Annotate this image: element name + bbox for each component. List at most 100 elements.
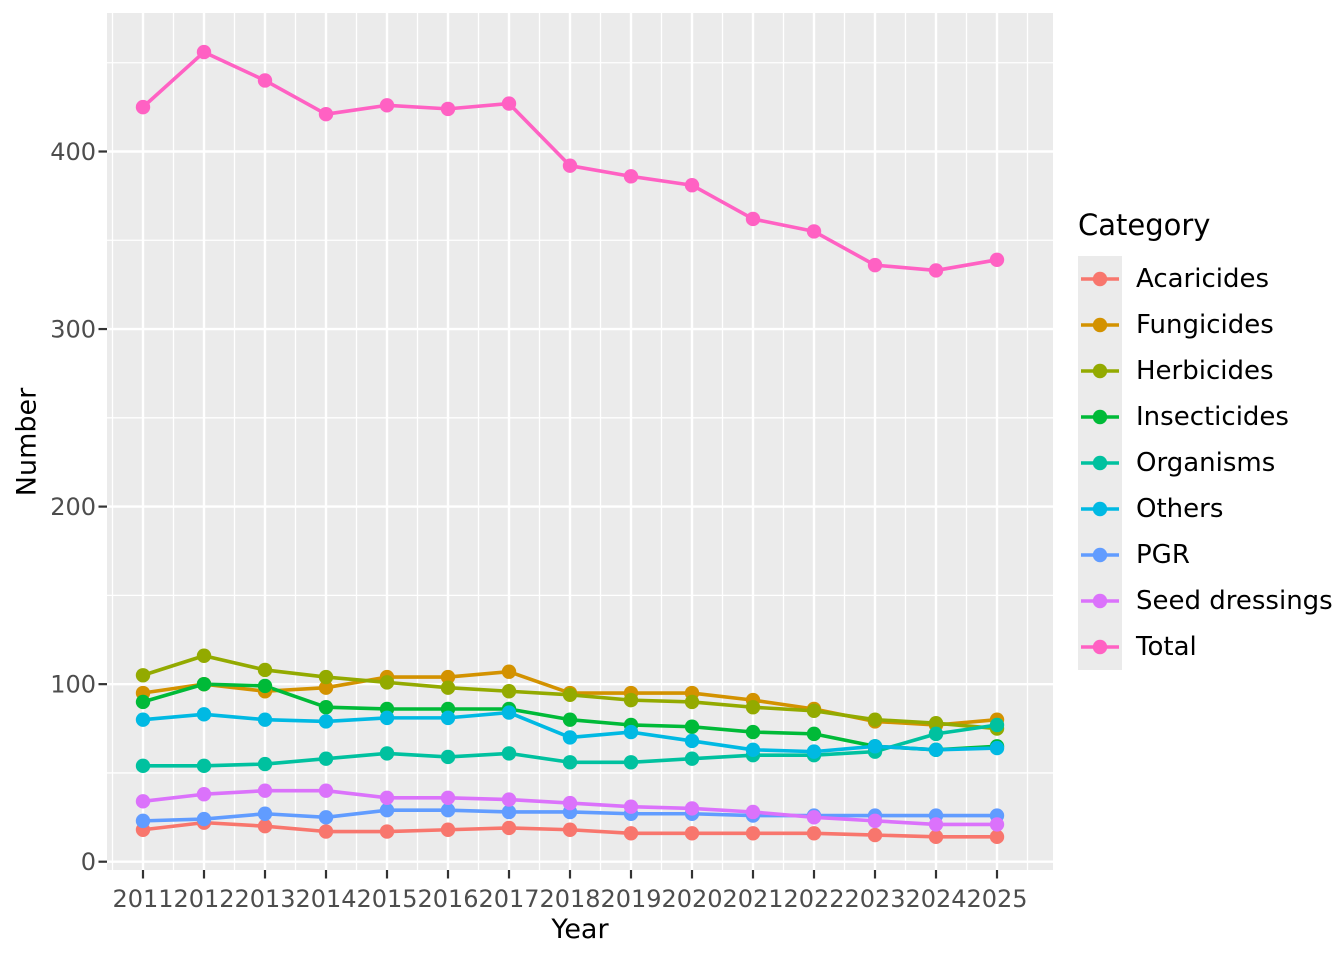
- legend-key-glyph: [1081, 639, 1119, 655]
- point-seed-dressings: [928, 817, 944, 832]
- x-tick-label: 2025: [966, 885, 1027, 913]
- legend-item-label: Herbicides: [1136, 356, 1274, 386]
- legend-key-icon: [1078, 486, 1122, 532]
- point-total: [684, 178, 700, 193]
- point-organisms: [379, 746, 395, 761]
- legend-item-organisms: Organisms: [1078, 440, 1333, 486]
- point-organisms: [989, 717, 1005, 733]
- legend-item-label: Organisms: [1136, 448, 1276, 478]
- point-others: [196, 707, 212, 722]
- point-herbicides: [440, 680, 456, 695]
- legend-item-label: Others: [1136, 494, 1224, 524]
- point-fungicides: [501, 664, 517, 679]
- y-tick-label: 300: [50, 316, 96, 344]
- point-seed-dressings: [440, 790, 456, 805]
- legend-key-glyph: [1081, 409, 1119, 425]
- point-total: [257, 73, 273, 88]
- point-pgr: [440, 803, 456, 818]
- y-tick-label: 100: [50, 671, 96, 699]
- point-herbicides: [684, 694, 700, 710]
- legend-key-icon: [1078, 624, 1122, 670]
- point-others: [257, 712, 273, 727]
- point-seed-dressings: [806, 810, 822, 825]
- point-acaricides: [562, 822, 578, 837]
- x-tick-label: 2020: [661, 885, 722, 913]
- legend-item-label: Total: [1136, 632, 1197, 662]
- y-tick-label: 200: [50, 493, 96, 521]
- point-total: [745, 211, 761, 227]
- point-organisms: [501, 746, 517, 761]
- x-axis-title: Year: [551, 914, 609, 945]
- x-tick-label: 2012: [173, 885, 234, 913]
- legend-key-icon: [1078, 532, 1122, 578]
- point-herbicides: [379, 675, 395, 690]
- x-tick-label: 2019: [600, 885, 661, 913]
- legend-key-icon: [1078, 440, 1122, 486]
- point-total: [989, 252, 1005, 268]
- point-seed-dressings: [684, 801, 700, 816]
- x-tick-label: 2013: [234, 885, 295, 913]
- point-organisms: [257, 756, 273, 772]
- point-others: [806, 744, 822, 759]
- point-acaricides: [989, 829, 1005, 845]
- point-insecticides: [318, 700, 334, 715]
- point-seed-dressings: [989, 817, 1005, 832]
- legend-items: Acaricides Fungicides Herbicides Insecticid…: [1078, 256, 1333, 670]
- x-tick-label: 2024: [905, 885, 966, 913]
- point-total: [928, 263, 944, 278]
- point-herbicides: [135, 668, 151, 683]
- point-organisms: [440, 749, 456, 765]
- point-acaricides: [867, 827, 883, 843]
- point-others: [379, 710, 395, 726]
- point-organisms: [928, 726, 944, 742]
- point-acaricides: [928, 829, 944, 845]
- legend-item-label: Fungicides: [1136, 310, 1274, 340]
- legend-key-glyph: [1081, 455, 1119, 471]
- point-herbicides: [745, 700, 761, 715]
- legend-item-insecticides: Insecticides: [1078, 394, 1333, 440]
- legend-key-icon: [1078, 256, 1122, 302]
- legend-item-total: Total: [1078, 624, 1333, 670]
- point-seed-dressings: [867, 813, 883, 829]
- legend-item-label: PGR: [1136, 540, 1190, 570]
- point-total: [562, 158, 578, 173]
- point-organisms: [684, 751, 700, 766]
- point-others: [989, 740, 1005, 756]
- point-herbicides: [257, 662, 273, 678]
- point-organisms: [623, 755, 639, 770]
- point-seed-dressings: [318, 783, 334, 798]
- point-seed-dressings: [196, 787, 212, 802]
- point-organisms: [135, 758, 151, 774]
- point-herbicides: [318, 669, 334, 685]
- x-tick-label: 2011: [112, 885, 173, 913]
- point-acaricides: [745, 826, 761, 841]
- point-seed-dressings: [501, 792, 517, 807]
- point-acaricides: [257, 818, 273, 834]
- point-others: [623, 724, 639, 740]
- legend-item-seed-dressings: Seed dressings: [1078, 578, 1333, 624]
- legend-key-icon: [1078, 578, 1122, 624]
- point-acaricides: [440, 822, 456, 837]
- legend-key-icon: [1078, 302, 1122, 348]
- point-herbicides: [562, 687, 578, 703]
- point-total: [196, 44, 212, 60]
- legend-key-icon: [1078, 348, 1122, 394]
- point-seed-dressings: [745, 804, 761, 820]
- point-total: [379, 98, 395, 113]
- point-insecticides: [562, 712, 578, 727]
- x-tick-label: 2021: [722, 885, 783, 913]
- legend-item-fungicides: Fungicides: [1078, 302, 1333, 348]
- legend-key-glyph: [1081, 363, 1119, 379]
- y-tick-label: 400: [50, 138, 96, 166]
- point-total: [501, 96, 517, 111]
- point-acaricides: [623, 826, 639, 841]
- point-acaricides: [806, 826, 822, 841]
- point-pgr: [379, 803, 395, 818]
- point-pgr: [135, 813, 151, 829]
- legend-key-glyph: [1081, 271, 1119, 287]
- point-acaricides: [684, 826, 700, 841]
- point-herbicides: [196, 648, 212, 663]
- x-tick-label: 2018: [539, 885, 600, 913]
- point-others: [928, 742, 944, 758]
- point-pgr: [318, 810, 334, 825]
